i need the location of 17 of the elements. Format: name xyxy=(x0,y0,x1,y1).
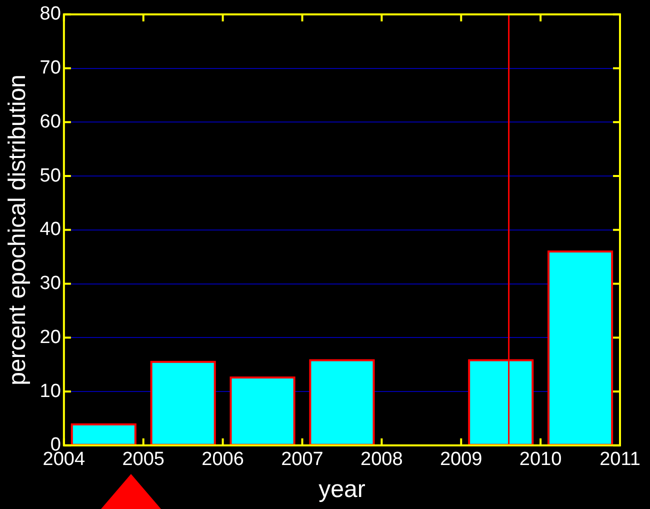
x-tick-label: 2008 xyxy=(360,449,403,470)
y-tick-label: 30 xyxy=(40,273,61,294)
y-tick-label: 20 xyxy=(40,326,61,348)
y-tick-label: 60 xyxy=(40,111,61,132)
x-tick-label: 2006 xyxy=(202,449,244,470)
x-axis-title: year xyxy=(318,476,366,504)
y-tick-label: 10 xyxy=(40,380,61,402)
y-axis-title: percent epochical distribution xyxy=(4,74,32,386)
x-tick-label: 2009 xyxy=(440,449,482,470)
y-tick-label: 80 xyxy=(40,4,61,25)
x-tick-label: 2011 xyxy=(600,449,640,470)
y-tick-label: 50 xyxy=(40,165,61,186)
x-tick-label: 2010 xyxy=(519,449,562,470)
y-tick-label: 70 xyxy=(40,58,61,79)
x-tick-label: 2005 xyxy=(122,449,165,470)
x-tick-label: 2007 xyxy=(281,449,324,470)
y-tick-label: 40 xyxy=(40,219,61,240)
